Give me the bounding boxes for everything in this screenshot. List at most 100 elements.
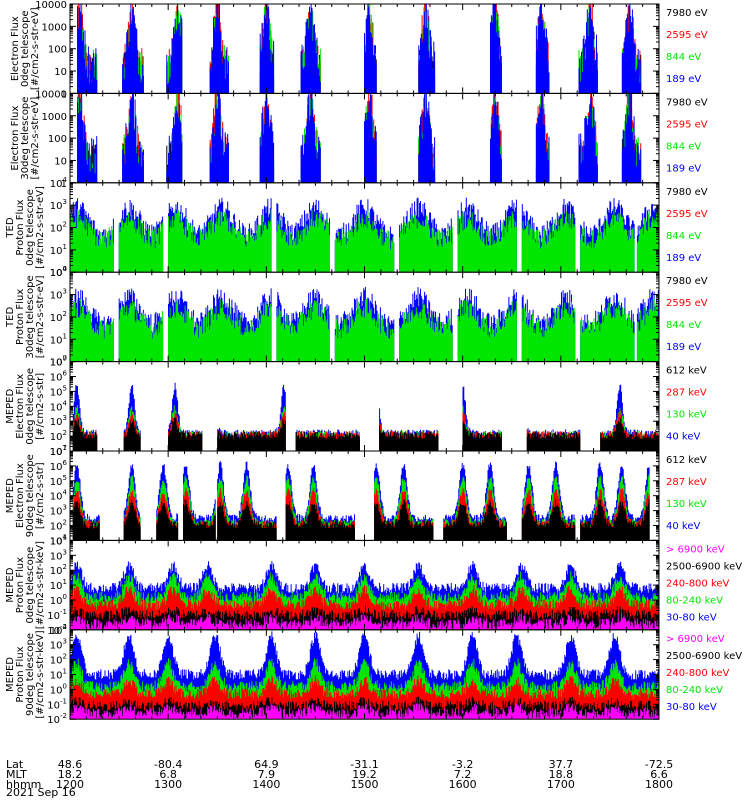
ytick-label: 107 [50,355,67,369]
series-green [77,4,642,94]
ytick-label: 1000 [42,112,67,123]
ytick-label: 103 [50,638,67,652]
ytick-label: 1 [61,179,67,190]
ytick-label: 100 [48,45,67,56]
time-axis-label: -3.2 [452,758,473,771]
time-axis-label: 6.6 [650,768,668,781]
legend-entry: 2595 eV [666,209,708,220]
ytick-label: 10-1 [47,608,67,622]
axis-row-label: Lat [6,758,24,771]
ylabel-line: 0deg telescope [25,547,36,624]
ylabel-line: [#/cm2-s-str-eV] [30,7,41,90]
series-black [77,13,642,94]
ytick-label: 101 [50,578,67,592]
time-axis-label: 6.8 [159,768,177,781]
ylabel-line: 30deg telescope [25,275,36,358]
ytick-label: 103 [50,288,67,302]
legend-entry: 2595 eV [666,119,708,130]
ylabel-line: Electron Flux [15,463,26,528]
time-axis-label: 1500 [351,778,379,791]
ytick-label: 104 [50,489,68,503]
ytick-label: 100 [48,134,67,145]
ytick-label: 103 [50,504,67,518]
ytick-label: 104 [50,265,68,279]
legend-entry: 2500-6900 keV [666,651,742,662]
ylabel-line: MEPED [5,389,16,424]
legend-entry: 844 eV [666,231,701,242]
time-axis-label: 1200 [56,778,84,791]
legend-entry: > 6900 keV [666,634,725,645]
legend-entry: 30-80 keV [666,702,717,713]
legend-entry: 612 keV [666,366,707,377]
ytick-label: 10000 [35,89,67,100]
ytick-label: 101 [50,332,67,346]
ytick-label: 107 [50,444,67,458]
legend-entry: 189 eV [666,342,701,353]
time-axis-label: 1300 [154,778,182,791]
ylabel-line: Proton Flux [15,646,26,702]
ylabel-line: Proton Flux [15,199,26,255]
ytick-label: 104 [50,533,68,547]
time-axis: 2021 Sep 16 LatMLThhmm48.618.21200-80.46… [6,758,673,799]
legend-entry: 189 eV [666,74,701,85]
time-axis-label: -31.1 [350,758,378,771]
ylabel-line: 90deg telescope [25,633,36,716]
ytick-label: 105 [50,474,67,488]
ylabel-line: MEPED [5,657,16,692]
ylabel-line: Proton Flux [15,557,26,613]
legend-entry: 80-240 keV [666,685,723,696]
ytick-label: 106 [50,459,68,473]
time-axis-label: 7.2 [454,768,472,781]
ytick-label: 105 [50,384,67,398]
series-black [77,103,642,183]
time-axis-label: 64.9 [254,758,279,771]
legend-entry: 240-800 keV [666,578,730,589]
ytick-label: 10 [54,156,67,167]
legend-entry: 240-800 keV [666,668,730,679]
ylabel-line: TED [5,307,16,328]
axis-row-label: MLT [6,768,27,781]
ylabel-line: [#/cm2-s-str-eV] [30,97,41,180]
ylabel-line: 0deg telescope [20,10,31,87]
series-blue [77,4,642,94]
ylabel-line: [#/cm2-s-str-eV] [35,275,46,358]
ytick-label: 104 [50,399,68,413]
legend-entry: 30-80 keV [666,612,717,623]
ylabel-line: [#/cm2-s-str-eV] [35,186,46,269]
ylabel-line: MEPED [5,567,16,602]
time-axis-label: 37.7 [549,758,574,771]
legend-entry: 612 keV [666,455,707,466]
legend-entry: 189 eV [666,163,701,174]
ytick-label: 103 [50,198,67,212]
series-blue [77,93,642,183]
legend-entry: 40 keV [666,432,700,443]
time-axis-label: 18.2 [58,768,83,781]
ytick-label: 1000 [42,22,67,33]
ytick-label: 102 [50,653,67,667]
ylabel-line: 0deg telescope [25,189,36,266]
time-axis-label: 1800 [645,778,673,791]
ytick-label: 103 [50,548,67,562]
ylabel-line: 0deg telescope [25,368,36,445]
ylabel-line: [#/cm2-s-str-keV] [35,630,46,718]
ylabel-line: Electron Flux [10,106,21,171]
ylabel-line: Electron Flux [15,374,26,439]
panel-1: 1 10 100 1000 10000 Electron Flux 0deg telesco… [10,0,708,100]
time-axis-label: -72.5 [645,758,673,771]
ytick-label: 10000 [35,0,67,11]
panel-2: 1 10 100 1000 10000 Electron Flux 30deg telesc… [10,89,708,189]
ytick-label: 101 [50,243,67,257]
ylabel-line: [#/cm2-s-str-keV] [35,541,46,629]
series-black [72,417,659,451]
legend-entry: 287 keV [666,477,707,488]
ylabel-line: Proton Flux [15,289,26,345]
ylabel-line: MEPED [5,478,16,513]
